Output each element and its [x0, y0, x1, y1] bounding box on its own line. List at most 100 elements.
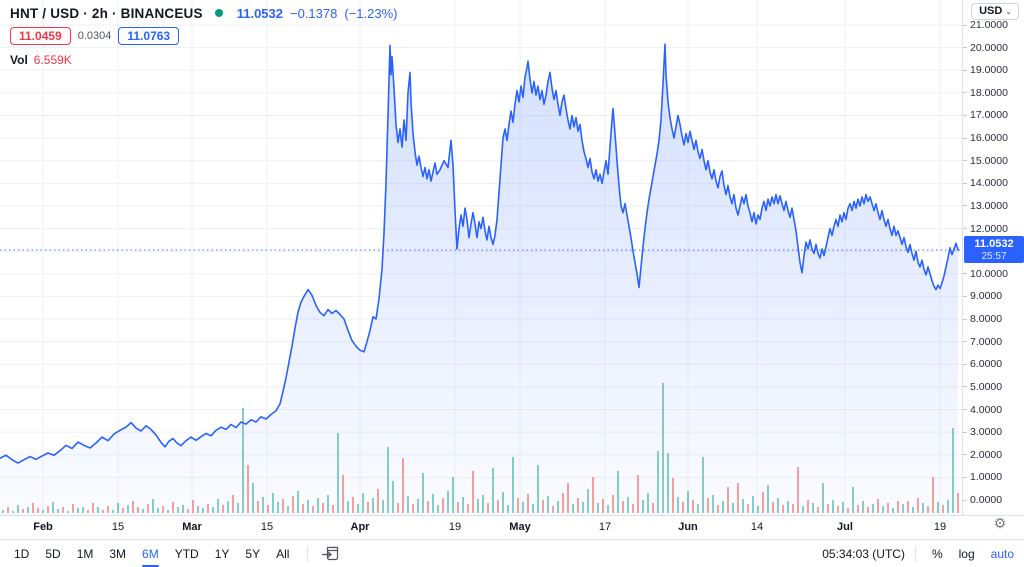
- chevron-down-icon: ⌄: [1005, 6, 1012, 16]
- range-button-5y[interactable]: 5Y: [245, 546, 261, 561]
- price-axis-tick: [963, 160, 967, 162]
- price-axis-label: 6.0000: [970, 358, 1003, 371]
- price-axis-tick: [963, 92, 967, 94]
- toolbar-separator: [307, 545, 309, 562]
- price-axis-label: 12.0000: [970, 222, 1008, 235]
- price-axis-label: 4.0000: [970, 403, 1003, 416]
- range-button-1m[interactable]: 1M: [76, 546, 94, 561]
- area-fill: [0, 44, 958, 515]
- price-axis-label: 14.0000: [970, 177, 1008, 190]
- price-axis-tick: [963, 114, 967, 116]
- price-axis-label: 3.0000: [970, 426, 1003, 439]
- volume-indicator-label[interactable]: Vol: [10, 53, 28, 67]
- go-to-date-icon: [321, 546, 339, 561]
- price-axis-tick: [963, 182, 967, 184]
- price-axis-tick: [963, 69, 967, 71]
- price-axis-tick: [963, 431, 967, 433]
- range-button-1y[interactable]: 1Y: [214, 546, 230, 561]
- time-axis-label: 19: [933, 521, 947, 533]
- symbol-title[interactable]: HNT / USD · 2h · BINANCEUS: [10, 5, 203, 21]
- price-axis-label: 10.0000: [970, 267, 1008, 280]
- price-axis-label: 15.0000: [970, 154, 1008, 167]
- price-axis-tick: [963, 499, 967, 501]
- price-axis-tick: [963, 341, 967, 343]
- sell-price-button[interactable]: 11.0459: [10, 27, 71, 45]
- volume-bars: [2, 383, 959, 513]
- toolbar-right-group: 05:34:03 (UTC) % log auto: [822, 545, 1014, 562]
- price-axis-label: 20.0000: [970, 41, 1008, 54]
- current-price-label: 11.0532 25:57: [964, 236, 1024, 264]
- market-status-dot-icon[interactable]: [214, 9, 223, 17]
- spread-value: 0.0304: [77, 30, 112, 42]
- grid-lines: [0, 0, 962, 515]
- price-axis-label: 7.0000: [970, 335, 1003, 348]
- price-axis-label: 18.0000: [970, 86, 1008, 99]
- time-axis[interactable]: Feb 15 Mar 15 Apr 19 May 17 Jun 14 Jul 19: [0, 515, 1024, 539]
- time-axis-label: 17: [598, 521, 612, 533]
- time-axis-label: Apr: [350, 521, 370, 533]
- current-price-value: 11.0532: [974, 238, 1014, 251]
- price-axis-label: 5.0000: [970, 380, 1003, 393]
- price-axis-label: 2.0000: [970, 448, 1003, 461]
- last-price: 11.0532: [236, 5, 283, 21]
- range-button-6m[interactable]: 6M: [134, 544, 167, 567]
- price-axis-tick: [963, 363, 967, 365]
- price-axis-label: 16.0000: [970, 132, 1008, 145]
- price-axis-tick: [963, 386, 967, 388]
- range-button-all[interactable]: All: [276, 546, 290, 561]
- currency-label: USD: [979, 5, 1003, 17]
- price-axis-label: 0.0000: [970, 494, 1003, 506]
- time-axis-label: May: [509, 521, 531, 533]
- toolbar-separator: [914, 545, 916, 562]
- price-axis-label: 21.0000: [970, 19, 1008, 31]
- log-scale-button[interactable]: log: [958, 546, 975, 561]
- price-axis-tick: [963, 47, 967, 49]
- price-chart-canvas[interactable]: [0, 0, 962, 515]
- time-axis-label: Jun: [678, 521, 698, 533]
- range-button-1d[interactable]: 1D: [14, 546, 30, 561]
- time-axis-label: Mar: [182, 521, 202, 533]
- price-axis-tick: [963, 205, 967, 207]
- price-axis-label: 9.0000: [970, 290, 1003, 303]
- price-axis-tick: [963, 24, 967, 26]
- range-button-ytd[interactable]: YTD: [174, 546, 199, 561]
- clock-utc[interactable]: 05:34:03 (UTC): [822, 546, 905, 561]
- time-axis-label: Feb: [33, 521, 53, 533]
- price-axis-tick: [963, 476, 967, 478]
- price-axis-tick: [963, 318, 967, 320]
- price-axis-label: 1.0000: [970, 471, 1003, 484]
- price-axis-label: 19.0000: [970, 64, 1008, 77]
- buy-price-button[interactable]: 11.0763: [118, 27, 180, 45]
- price-change: −0.1378: [290, 5, 338, 21]
- price-axis-tick: [963, 228, 967, 230]
- chart-plot-area[interactable]: [0, 0, 962, 515]
- price-axis-label: 8.0000: [970, 313, 1003, 326]
- chart-legend: HNT / USD · 2h · BINANCEUS 11.0532 −0.13…: [10, 4, 397, 68]
- time-axis-label: 15: [260, 521, 274, 533]
- bottom-toolbar: 1D 5D 1M 3M 6M YTD 1Y 5Y All 05:34:03 (UTC) % lo…: [0, 539, 1024, 567]
- auto-scale-button[interactable]: auto: [990, 546, 1014, 561]
- volume-value: 6.559K: [33, 53, 72, 67]
- range-button-3m[interactable]: 3M: [109, 546, 127, 561]
- time-axis-label: Jul: [837, 521, 853, 533]
- price-line: [0, 43, 959, 464]
- range-button-5d[interactable]: 5D: [45, 546, 61, 561]
- price-axis-tick: [963, 409, 967, 411]
- percent-scale-button[interactable]: %: [931, 546, 943, 561]
- date-range-switcher: 1D 5D 1M 3M 6M YTD 1Y 5Y All: [6, 544, 342, 567]
- time-axis-label: 14: [750, 521, 764, 533]
- price-axis-tick: [963, 273, 967, 275]
- time-axis-label: 19: [448, 521, 462, 533]
- time-axis-label: 15: [111, 521, 125, 533]
- price-axis[interactable]: USD ⌄ 11.0532 25:57 21.0000 20.0000 19.000…: [962, 0, 1024, 515]
- gear-icon[interactable]: ⚙: [993, 515, 1007, 531]
- price-axis-tick: [963, 454, 967, 456]
- bar-countdown: 25:57: [981, 251, 1007, 263]
- go-to-date-button[interactable]: [318, 544, 342, 564]
- currency-selector[interactable]: USD ⌄: [971, 3, 1019, 20]
- price-axis-label: 17.0000: [970, 109, 1008, 122]
- price-axis-label: 13.0000: [970, 199, 1008, 212]
- price-axis-tick: [963, 137, 967, 139]
- price-change-percent: (−1.23%): [344, 5, 398, 21]
